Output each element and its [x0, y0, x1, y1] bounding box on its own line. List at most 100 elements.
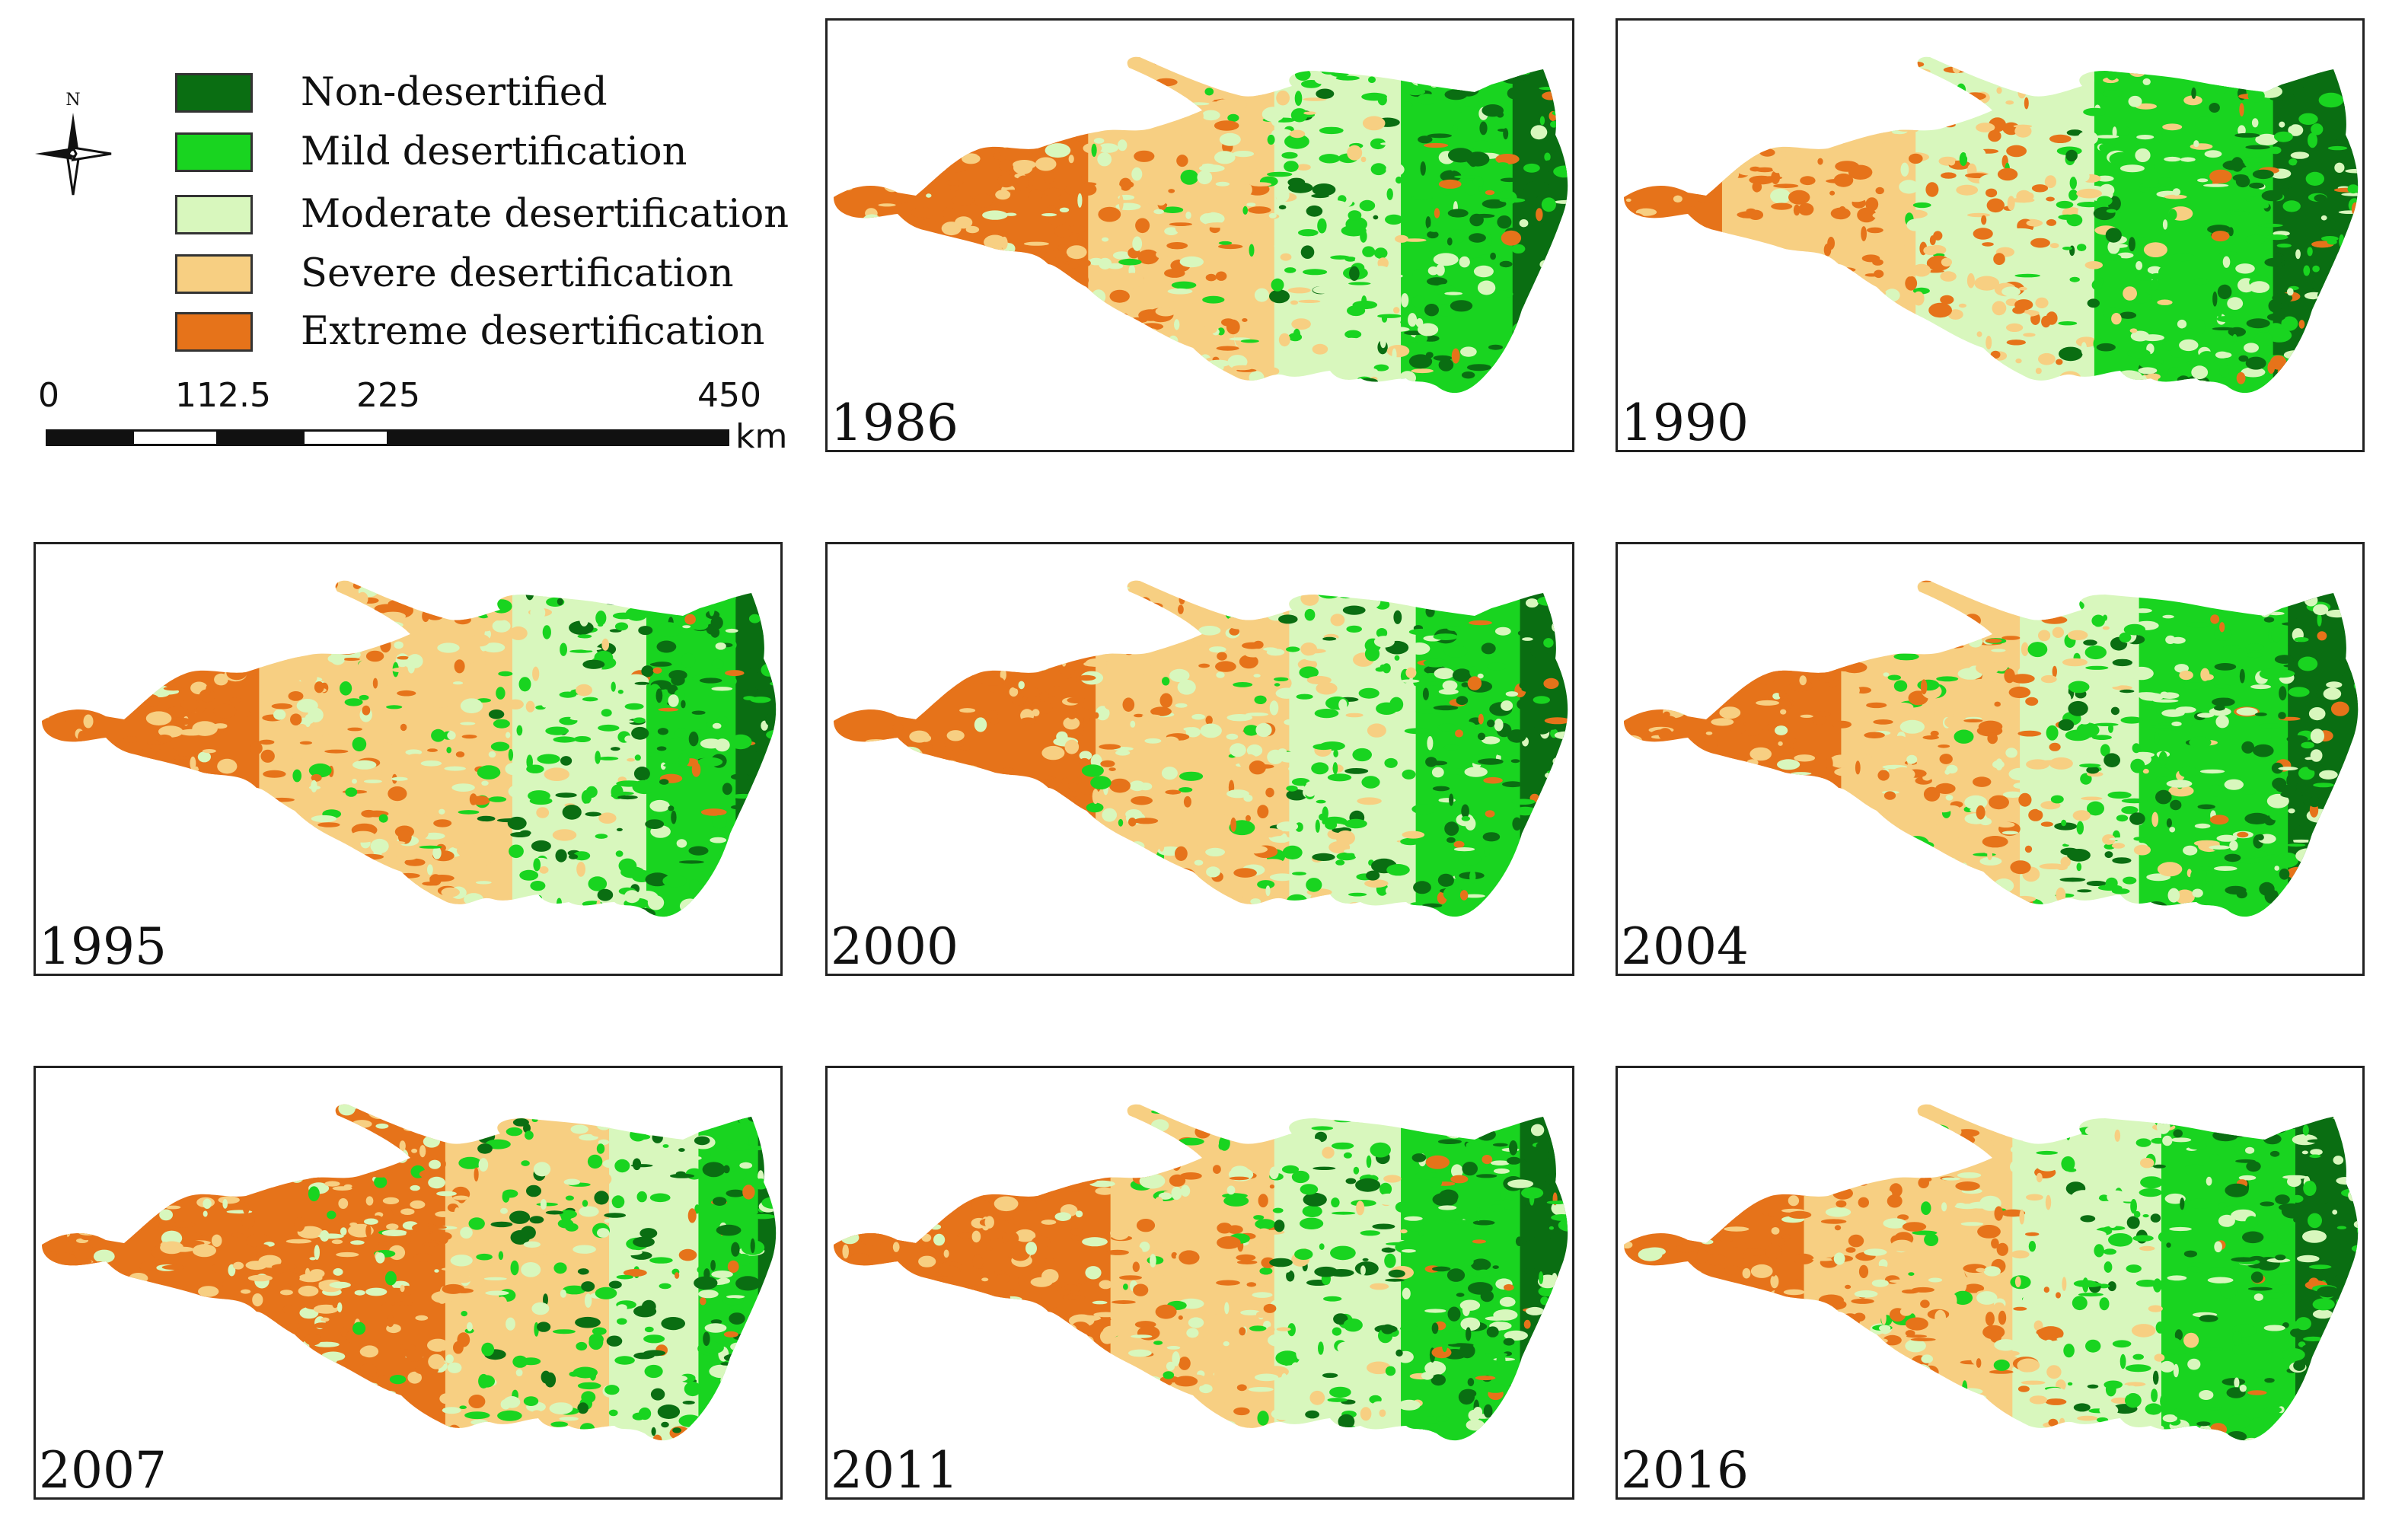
land-patch [1656, 851, 1681, 855]
land-patch [1090, 776, 1112, 789]
land-patch [1721, 904, 1747, 912]
land-patch [876, 820, 892, 836]
land-patch [2022, 66, 2029, 82]
land-patch [53, 585, 68, 592]
land-patch [1949, 56, 1971, 62]
land-patch [1517, 75, 1528, 81]
land-patch [532, 666, 540, 681]
land-patch [1458, 853, 1482, 866]
land-patch [907, 580, 917, 585]
land-patch [2340, 311, 2359, 317]
land-patch [1713, 56, 1726, 57]
land-patch [606, 1335, 623, 1347]
land-patch [174, 887, 180, 897]
land-patch [1920, 679, 1928, 695]
land-patch [1361, 202, 1373, 208]
land-patch [1554, 297, 1568, 304]
land-patch [1788, 275, 1804, 280]
land-patch [1304, 608, 1316, 621]
land-patch [42, 815, 54, 820]
land-patch [1656, 802, 1673, 811]
land-patch [2351, 692, 2359, 703]
land-patch [1769, 891, 1775, 901]
land-patch [2014, 273, 2040, 278]
land-patch [2046, 218, 2057, 226]
land-patch [386, 705, 403, 709]
land-patch [1640, 84, 1654, 98]
land-patch [1401, 293, 1409, 308]
land-patch [1097, 103, 1113, 108]
land-patch [1226, 714, 1253, 722]
land-patch [1484, 846, 1491, 858]
land-patch [925, 292, 952, 308]
land-patch [1453, 840, 1465, 848]
land-patch [2199, 866, 2212, 871]
land-patch [1695, 95, 1708, 100]
land-patch [1863, 300, 1880, 314]
land-patch [2227, 297, 2244, 310]
land-patch [1058, 193, 1074, 202]
land-patch [344, 880, 367, 892]
land-patch [2228, 88, 2238, 93]
land-patch [1737, 253, 1762, 268]
land-patch [972, 394, 981, 404]
land-patch [1651, 905, 1660, 913]
land-patch [1665, 167, 1682, 175]
land-patch [1749, 282, 1764, 290]
land-patch [2095, 918, 2108, 930]
land-patch [2111, 888, 2130, 894]
land-patch [2222, 580, 2244, 589]
land-patch [1665, 878, 1678, 893]
land-patch [2133, 608, 2152, 614]
land-patch [1246, 222, 1256, 228]
land-patch [1930, 599, 1937, 607]
land-patch [930, 779, 955, 789]
land-patch [356, 909, 381, 917]
land-patch [1146, 602, 1163, 610]
land-patch [1739, 675, 1749, 679]
land-patch [933, 653, 938, 662]
land-patch [194, 894, 220, 904]
land-patch [1140, 368, 1149, 382]
land-patch [162, 786, 167, 791]
land-patch [2111, 313, 2122, 325]
land-patch [926, 327, 932, 334]
land-patch [1891, 623, 1908, 636]
land-patch [1674, 156, 1690, 161]
land-patch [1482, 199, 1507, 209]
land-patch [2289, 158, 2298, 166]
land-patch [1519, 219, 1529, 228]
land-patch [1713, 683, 1740, 688]
land-patch [848, 156, 865, 162]
land-patch [342, 834, 357, 843]
land-patch [1042, 89, 1051, 104]
land-patch [2135, 261, 2143, 270]
land-patch [299, 1307, 319, 1319]
land-patch [951, 56, 974, 60]
land-patch [893, 815, 898, 825]
land-patch [956, 352, 968, 361]
land-patch [678, 860, 704, 864]
land-patch [1826, 123, 1848, 127]
land-patch [948, 132, 953, 139]
land-patch [1392, 582, 1402, 591]
land-patch [632, 907, 656, 917]
land-patch [1939, 754, 1953, 764]
land-patch [467, 662, 486, 668]
land-patch [1417, 78, 1436, 91]
land-patch [156, 734, 173, 744]
land-patch [1146, 104, 1160, 112]
land-patch [2005, 100, 2014, 105]
land-patch [1314, 74, 1328, 84]
land-patch [1760, 398, 1773, 403]
land-patch [1209, 646, 1226, 653]
land-patch [1354, 845, 1368, 860]
land-patch [1883, 791, 1896, 800]
land-patch [1724, 630, 1742, 635]
land-patch [2135, 148, 2151, 162]
land-patch [1547, 770, 1566, 774]
land-patch [1909, 351, 1930, 355]
land-patch [1535, 580, 1559, 585]
land-patch [1315, 819, 1320, 833]
land-patch [2006, 340, 2026, 346]
